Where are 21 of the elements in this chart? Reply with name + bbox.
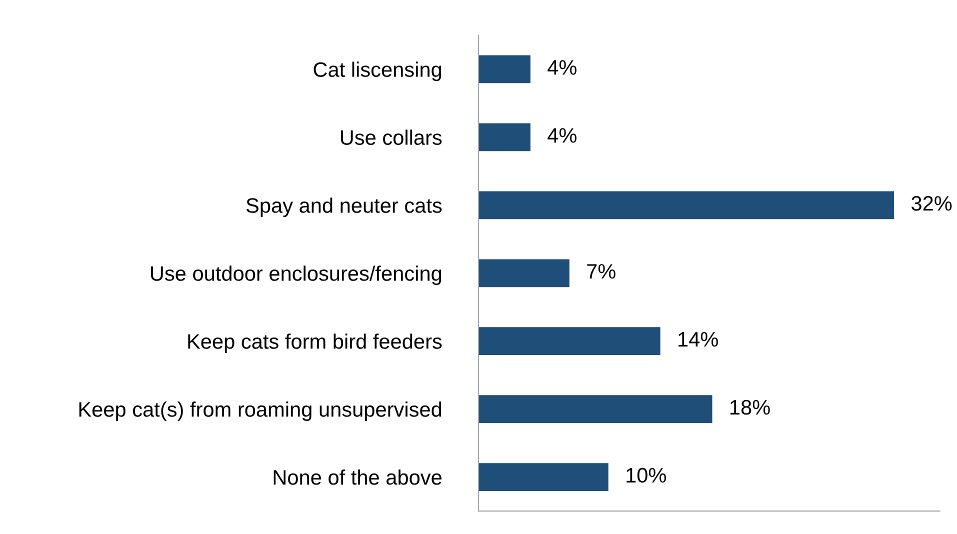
bar xyxy=(478,463,608,491)
data-label: 10% xyxy=(626,468,666,483)
bar xyxy=(478,259,570,288)
y-tick-label: Use collars xyxy=(340,130,442,145)
data-label: 32% xyxy=(912,196,952,211)
data-label: 4% xyxy=(548,128,576,143)
y-tick-label: Keep cat(s) from roaming unsupervised xyxy=(79,402,442,421)
y-tick-label: Cat liscensing xyxy=(314,62,442,82)
bar xyxy=(478,55,530,84)
data-label: 18% xyxy=(730,400,770,415)
bar xyxy=(478,123,530,152)
bar xyxy=(478,191,894,220)
data-label: 4% xyxy=(548,60,576,75)
y-tick-label: Spay and neuter cats xyxy=(246,198,442,218)
y-tick-label: Use outdoor enclosures/fencing xyxy=(151,266,442,286)
y-tick-label: None of the above xyxy=(274,470,442,485)
bar xyxy=(478,395,712,424)
y-tick-label: Keep cats form bird feeders xyxy=(188,334,442,353)
data-label: 14% xyxy=(678,332,718,347)
bar xyxy=(478,327,660,356)
data-label: 7% xyxy=(587,264,616,279)
